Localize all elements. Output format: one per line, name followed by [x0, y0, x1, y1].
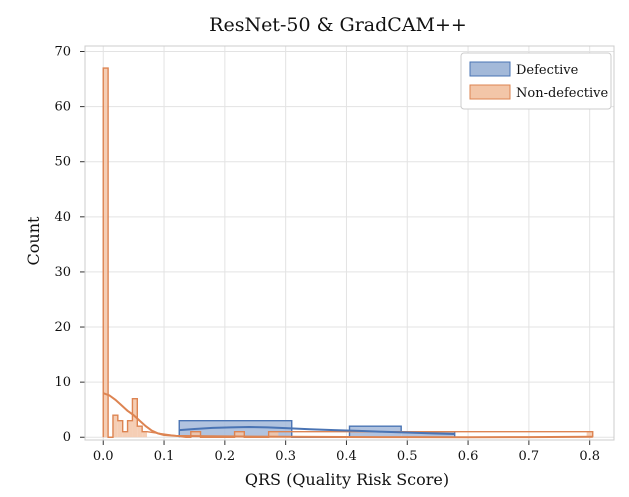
histogram-bar-nondefective [132, 398, 138, 438]
x-tick-label: 0.0 [93, 449, 114, 464]
y-tick-label: 40 [54, 210, 71, 225]
y-axis-label: Count [24, 216, 43, 265]
y-tick-label: 10 [54, 375, 71, 390]
x-tick-label: 0.7 [519, 449, 540, 464]
x-tick-label: 0.1 [154, 449, 175, 464]
kde-curve-nondefective [102, 392, 593, 439]
histogram-bar-nondefective [137, 426, 143, 438]
y-tick-label: 30 [54, 265, 71, 280]
histogram-bar-nondefective [112, 415, 118, 438]
y-tick-label: 70 [54, 45, 71, 60]
y-tick-label: 50 [54, 155, 71, 170]
x-axis-label: QRS (Quality Risk Score) [245, 470, 449, 489]
x-tick-label: 0.3 [275, 449, 296, 464]
histogram-bar-nondefective [586, 431, 593, 438]
x-tick-label: 0.2 [215, 449, 236, 464]
histogram-bar-nondefective [268, 431, 279, 438]
histogram-bar-nondefective [127, 420, 133, 438]
kde-curve-defective [179, 426, 455, 435]
legend: Defective Non-defective [460, 52, 612, 110]
legend-label-nondefective: Non-defective [516, 86, 608, 101]
kde-curves [102, 392, 593, 439]
histogram-bar-nondefective [117, 420, 123, 438]
legend-swatch-nondefective [469, 84, 511, 100]
x-tick-label: 0.5 [397, 449, 418, 464]
y-axis-ticks: 0 10 20 30 40 50 60 70 [54, 45, 85, 445]
chart-title: ResNet-50 & GradCAM++ [209, 14, 467, 36]
x-tick-label: 0.4 [336, 449, 357, 464]
histogram-bar-defective [401, 431, 455, 438]
x-tick-label: 0.6 [458, 449, 479, 464]
y-tick-label: 0 [63, 430, 71, 445]
histogram-bar-nondefective [142, 431, 148, 438]
y-tick-label: 60 [54, 100, 71, 115]
legend-label-defective: Defective [516, 63, 579, 78]
histogram-bar-nondefective [122, 431, 128, 438]
y-tick-label: 20 [54, 320, 71, 335]
plot-frame [84, 45, 615, 441]
histogram-bar-defective [179, 420, 292, 438]
x-axis-ticks: 0.0 0.1 0.2 0.3 0.4 0.5 0.6 0.7 0.8 [93, 440, 600, 464]
histogram-bar-nondefective [103, 68, 109, 438]
legend-swatch-defective [469, 61, 511, 77]
histogram-bar-nondefective [234, 431, 245, 438]
grid [85, 46, 614, 440]
histogram-bar-nondefective [190, 431, 201, 438]
x-tick-label: 0.8 [579, 449, 600, 464]
